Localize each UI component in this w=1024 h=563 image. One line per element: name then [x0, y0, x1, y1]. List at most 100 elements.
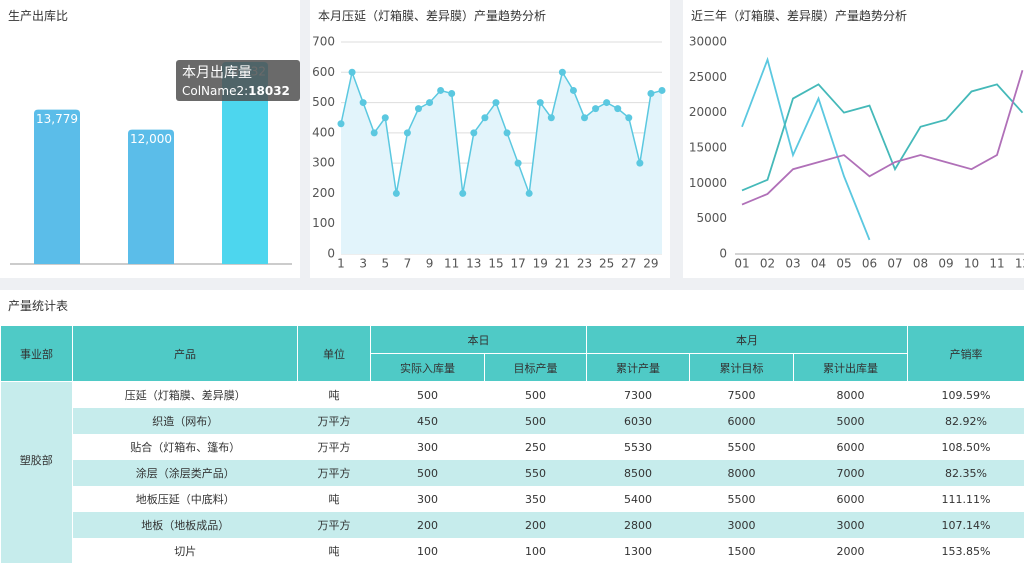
chart: 0 5000 10000 15000 20000 25000 30000 01 02 03 04 05… — [689, 35, 1024, 271]
cell: 吨 — [297, 486, 371, 512]
table-panel: 产量统计表 事业部 产品 单位 本日 本月 产销率 实际入库量 目标产量 累计产… — [0, 290, 1024, 563]
tooltip-title: 本月出库量 — [182, 65, 252, 81]
cell: 5500 — [689, 434, 794, 460]
x-tick-label: 02 — [760, 257, 775, 271]
cell: 550 — [484, 460, 587, 486]
x-tick-label: 07 — [887, 257, 902, 271]
x-tick-label: 3 — [359, 257, 367, 271]
x-tick-label: 21 — [555, 257, 570, 271]
point — [581, 114, 589, 122]
data-label: 13,779 — [36, 112, 78, 126]
tooltip-line: ColName2:18032 — [182, 84, 290, 98]
point — [448, 89, 456, 97]
point — [381, 114, 389, 122]
cell: 2800 — [586, 512, 690, 538]
line — [741, 56, 871, 241]
table-row: 地板（地板成品） 万平方 200 200 2800 3000 3000 107.14% — [1, 512, 1024, 538]
header-cell: 实际入库量 — [370, 353, 485, 382]
point — [558, 68, 566, 76]
cell: 7000 — [793, 460, 908, 486]
table-row: 地板压延（中底料）吨 300 350 5400 5500 6000 111.11% — [1, 486, 1024, 512]
panel-title: 本月压延（灯箱膜、差异膜）产量趋势分析 — [318, 9, 547, 23]
bar — [128, 129, 174, 264]
cell: 切片 — [72, 538, 298, 563]
cell: 108.50% — [907, 434, 1024, 460]
table-row: 贴合（灯箱布、篷布） 万平方 300 250 5530 5500 6000 108.50% — [1, 434, 1024, 460]
x-tick-label: 17 — [510, 257, 525, 271]
x-tick-label: 01 — [734, 257, 749, 271]
x-tick-label: 25 — [599, 257, 614, 271]
cell: 500 — [370, 460, 485, 486]
y-tick-label: 25000 — [689, 70, 727, 84]
header-cell: 本日 — [370, 325, 587, 354]
y-tick-label: 700 — [312, 35, 335, 49]
header-cell: 目标产量 — [484, 353, 587, 382]
table: 事业部 产品 单位 本日 本月 产销率 实际入库量 目标产量 累计产量 累计目标… — [0, 325, 1024, 563]
x-tick-label: 5 — [381, 257, 389, 271]
point — [492, 99, 500, 107]
point — [414, 105, 422, 113]
point — [337, 120, 345, 128]
cell: 82.35% — [907, 460, 1024, 486]
area — [341, 72, 662, 255]
y-tick-label: 400 — [312, 125, 335, 139]
cell: 万平方 — [297, 408, 371, 434]
cell: 6000 — [793, 434, 908, 460]
tooltip-label: ColName2: — [182, 84, 248, 98]
panel: 近三年（灯箱膜、差异膜）产量趋势分析 0 5000 10000 15000 20000 2… — [683, 0, 1024, 278]
point — [647, 89, 655, 97]
cell: 300 — [370, 486, 485, 512]
point — [514, 159, 522, 167]
panel-title: 近三年（灯箱膜、差异膜）产量趋势分析 — [691, 9, 908, 23]
header-cell: 事业部 — [0, 325, 73, 382]
point — [481, 114, 489, 122]
y-tick-label: 600 — [312, 65, 335, 79]
x-tick-label: 10 — [964, 257, 979, 271]
point — [392, 189, 400, 197]
cell: 6000 — [689, 408, 794, 434]
cell: 500 — [484, 381, 587, 408]
cell: 153.85% — [907, 538, 1024, 563]
y-tick-label: 15000 — [689, 141, 727, 155]
point — [348, 68, 356, 76]
y-tick-label: 30000 — [689, 35, 727, 49]
cell: 万平方 — [297, 460, 371, 486]
cell: 吨 — [297, 538, 371, 563]
cell: 万平方 — [297, 434, 371, 460]
cell: 300 — [370, 434, 485, 460]
panel-title: 产量统计表 — [8, 299, 69, 313]
point — [536, 99, 544, 107]
x-tick-label: 09 — [938, 257, 953, 271]
cell: 111.11% — [907, 486, 1024, 512]
header-cell: 单位 — [297, 325, 371, 382]
cell: 109.59% — [907, 381, 1024, 408]
cell: 贴合（灯箱布、篷布） — [72, 434, 298, 460]
header-cell: 产品 — [72, 325, 298, 382]
y-tick-label: 5000 — [696, 211, 727, 225]
bar — [222, 62, 268, 265]
x-tick-label: 06 — [862, 257, 877, 271]
point — [503, 129, 511, 137]
point — [370, 129, 378, 137]
x-tick-label: 13 — [466, 257, 481, 271]
cell: 500 — [370, 381, 485, 408]
x-tick-label: 11 — [989, 257, 1004, 271]
panel: 生产出库比 13,77912,00018,032本月出库量ColName2:18… — [0, 0, 300, 278]
y-tick-label: 300 — [312, 156, 335, 170]
point — [569, 86, 577, 94]
cell: 100 — [370, 538, 485, 563]
cell: 8000 — [793, 381, 908, 408]
cell: 地板（地板成品） — [72, 512, 298, 538]
cell: 2000 — [793, 538, 908, 563]
y-tick-label: 200 — [312, 186, 335, 200]
point — [625, 114, 633, 122]
cell: 5400 — [586, 486, 690, 512]
cell: 100 — [484, 538, 587, 563]
x-tick-label: 05 — [836, 257, 851, 271]
cell: 1500 — [689, 538, 794, 563]
cell: 3000 — [793, 512, 908, 538]
point — [636, 159, 644, 167]
point — [437, 86, 445, 94]
table-row: 织造（网布） 万平方 450 500 6030 6000 5000 82.92% — [1, 408, 1024, 434]
